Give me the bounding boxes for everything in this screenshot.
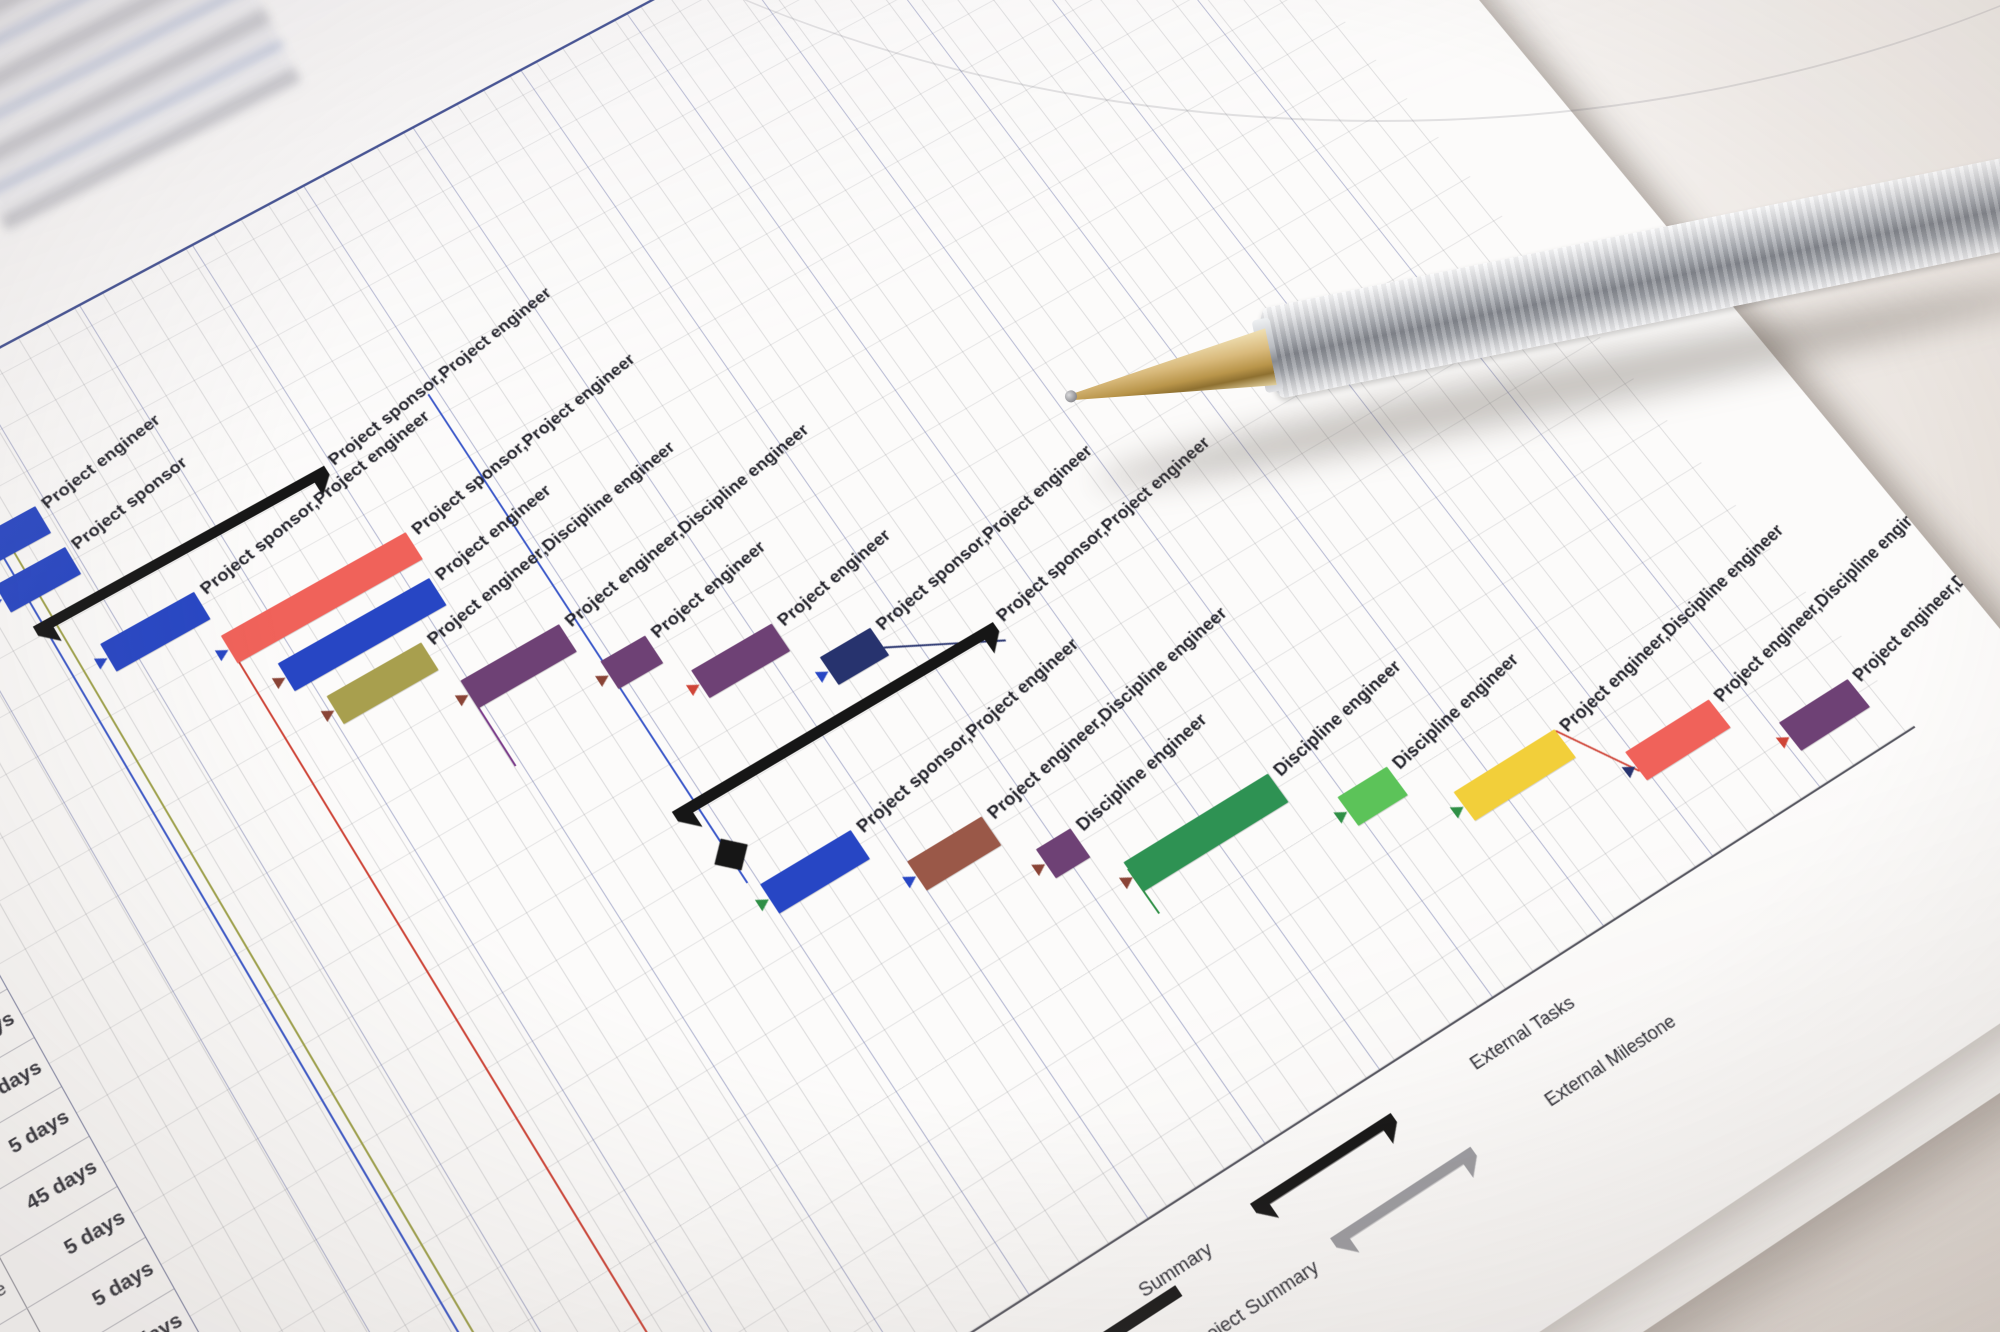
legend-project-summary-glyph (1330, 1147, 1486, 1262)
resource-label: Project engineer,Discipline engineer (1848, 473, 2000, 686)
legend-external-milestone-label: External Milestone (1540, 1010, 1681, 1112)
legend-project-summary-label: Project Summary (1185, 1256, 1324, 1332)
